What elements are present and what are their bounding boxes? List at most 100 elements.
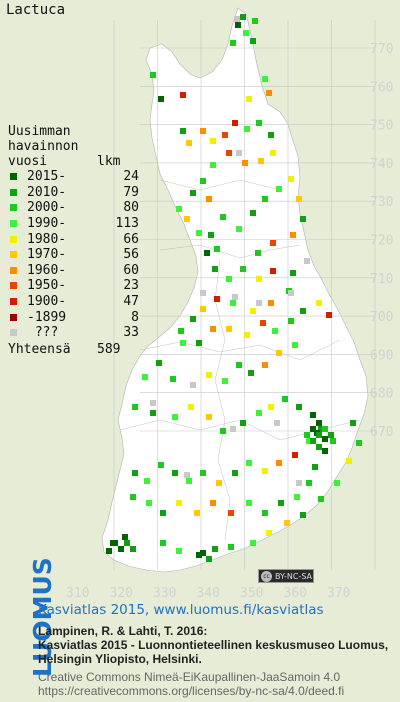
legend-row: 2015- 24 [8,169,139,185]
observation-square [292,452,298,458]
legend-row: 1980- 66 [8,231,139,247]
observation-square [272,328,278,334]
observation-square [235,22,241,28]
observation-square [200,178,206,184]
observation-square [322,436,328,442]
observation-square [316,300,322,306]
observation-square [184,216,190,222]
citation-line: Lampinen, R. & Lahti, T. 2016: [38,624,208,638]
observation-square [228,510,234,516]
legend-swatch [10,251,17,259]
observation-square [246,460,252,466]
observation-square [246,500,252,506]
legend: Uusimman havainnon vuosi lkm 2015- 24 2010… [8,124,139,357]
observation-square [204,250,210,256]
legend-period: -1899 [27,309,67,325]
observation-square [236,226,242,232]
observation-square [326,312,332,318]
observation-square [188,404,194,410]
cc-badge-text: BY-NC-SA [275,571,313,581]
legend-total-label: Yhteensä [8,341,71,357]
observation-square [172,470,178,476]
observation-square [214,296,220,302]
y-tick-label: 720 [370,234,393,249]
observation-square [210,326,216,332]
observation-square [288,290,294,296]
observation-square [176,548,182,554]
legend-period: 1980- [27,231,67,247]
legend-period: 2015- [27,169,67,185]
observation-square [232,294,238,300]
y-tick-label: 740 [370,157,393,172]
observation-square [346,458,352,464]
observation-square [284,520,290,526]
species-title: Lactuca [6,2,66,18]
observation-square [240,420,246,426]
observation-square [146,500,152,506]
observation-square [230,426,236,432]
observation-square [256,276,262,282]
legend-period: 1990- [27,216,67,232]
observation-square [240,14,246,20]
legend-swatch [10,298,17,306]
observation-square [296,480,302,486]
observation-square [228,544,234,550]
observation-square [242,160,248,166]
observation-square [196,552,202,558]
observation-square [288,176,294,182]
kasviatlas-link[interactable]: Kasviatlas 2015, www.luomus.fi/kasviatla… [38,602,324,618]
x-tick-label: 320 [110,586,133,600]
observation-square [150,72,156,78]
cc-license-badge[interactable]: cc BY-NC-SA [258,569,314,583]
observation-square [288,318,294,324]
observation-square [160,510,166,516]
legend-period: 1950- [27,278,67,294]
citation-line: Helsingin Yliopisto, Helsinki. [38,652,202,666]
observation-square [200,290,206,296]
legend-row: 1950- 23 [8,278,139,294]
observation-square [230,40,236,46]
observation-square [334,480,340,486]
observation-square [234,16,240,22]
license-url[interactable]: https://creativecommons.org/licenses/by-… [38,684,345,698]
legend-swatch [10,329,17,337]
observation-square [278,500,284,506]
legend-rows: 2015- 24 2010- 79 2000- 80 1990- 113 1980- 66 1970… [8,169,139,341]
citation-line: Kasviatlas 2015 - Luonnontieteellinen ke… [38,638,389,652]
observation-square [304,258,310,264]
legend-count: 24 [123,169,139,185]
observation-square [318,496,324,502]
legend-row: ??? 33 [8,325,139,341]
legend-swatch [10,220,17,228]
observation-square [210,138,216,144]
observation-square [310,438,316,444]
legend-period: 1960- [27,262,67,278]
legend-swatch [10,173,17,181]
observation-square [206,556,212,562]
observation-square [248,370,254,376]
observation-square [250,210,256,216]
observation-square [112,540,118,546]
observation-square [226,326,232,332]
observation-square [150,410,156,416]
observation-square [312,464,318,470]
observation-square [170,376,176,382]
observation-square [196,340,202,346]
observation-square [294,494,300,500]
legend-count: 113 [115,216,139,232]
observation-square [266,90,272,96]
observation-square [180,128,186,134]
observation-square [226,150,232,156]
observation-square [132,404,138,410]
observation-square [296,196,302,202]
observation-square [330,438,336,444]
observation-square [290,232,296,238]
legend-total-count: 589 [97,341,121,357]
y-tick-label: 770 [370,42,393,57]
y-tick-label: 700 [370,310,393,325]
observation-square [268,132,274,138]
legend-swatch [10,282,17,290]
observation-square [300,216,306,222]
observation-square [316,444,322,450]
observation-square [243,30,249,36]
